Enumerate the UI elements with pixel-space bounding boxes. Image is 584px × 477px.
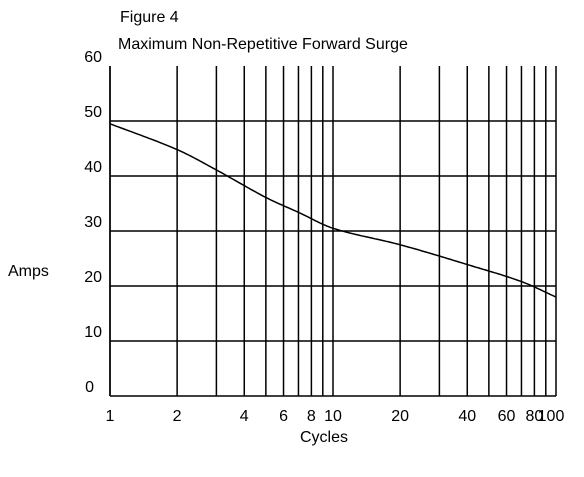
y-tick-label-20: 20	[84, 269, 102, 286]
y-tick-label-50: 50	[84, 104, 102, 121]
chart-title-line1: Figure 4	[120, 9, 179, 26]
x-tick-label-100: 100	[538, 408, 565, 425]
x-tick-label-8: 8	[307, 408, 316, 425]
y-tick-labels: 0 10 20 30 40 50 60	[84, 49, 102, 396]
grid	[109, 66, 557, 397]
y-tick-label-0: 0	[85, 379, 94, 396]
y-tick-label-40: 40	[84, 159, 102, 176]
y-tick-label-30: 30	[84, 214, 102, 231]
x-tick-label-6: 6	[279, 408, 288, 425]
x-tick-label-10: 10	[324, 408, 342, 425]
series-layer	[109, 123, 557, 298]
y-tick-label-60: 60	[84, 49, 102, 66]
y-tick-label-10: 10	[84, 324, 102, 341]
x-tick-label-60: 60	[498, 408, 516, 425]
y-axis-label: Amps	[8, 263, 49, 280]
x-tick-label-1: 1	[106, 408, 115, 425]
x-tick-label-40: 40	[458, 408, 476, 425]
chart-title-line2: Maximum Non-Repetitive Forward Surge	[118, 36, 408, 53]
x-axis-label: Cycles	[300, 429, 348, 446]
x-tick-label-80: 80	[525, 408, 543, 425]
series-line-0	[109, 123, 557, 298]
x-tick-label-2: 2	[173, 408, 182, 425]
x-tick-label-20: 20	[391, 408, 409, 425]
x-tick-label-4: 4	[240, 408, 249, 425]
